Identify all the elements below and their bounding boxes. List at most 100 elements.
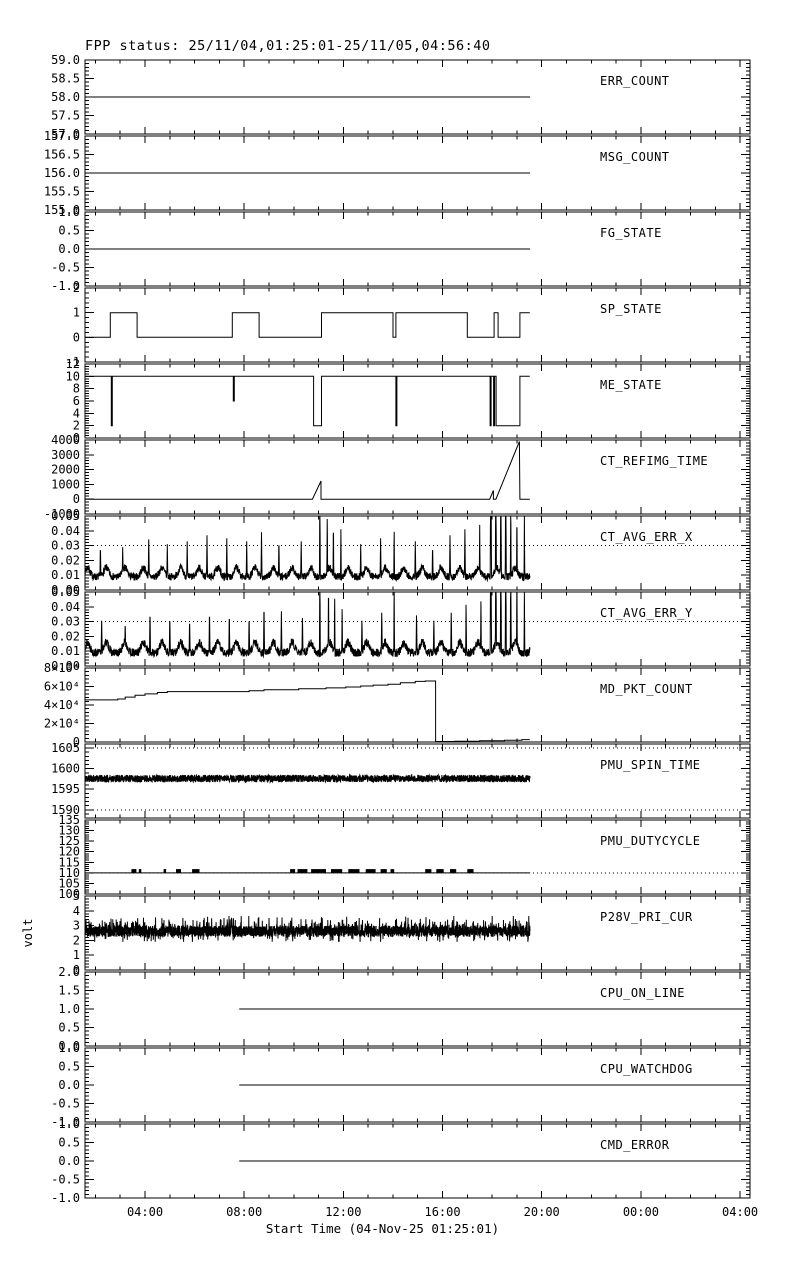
y-tick-label: 1.5 — [58, 984, 80, 998]
x-tick-label: 04:00 — [722, 1205, 758, 1219]
y-tick-label: 0.04 — [51, 524, 80, 538]
panel-border — [84, 287, 751, 363]
panel-label: ME_STATE — [600, 378, 662, 392]
y-tick-label: 1600 — [51, 762, 80, 776]
y-tick-label: 1595 — [51, 782, 80, 796]
y-tick-label: 2 — [73, 281, 80, 295]
panel-label: CT_AVG_ERR_X — [600, 530, 693, 544]
y-tick-label: 0.0 — [58, 1078, 80, 1092]
y-tick-label: 0.5 — [58, 224, 80, 238]
x-major-ticks — [144, 1124, 741, 1198]
panel-FG_STATE: 1.0 0.5 0.0 -0.5 -1.0 FG_STATE — [51, 205, 751, 293]
y-tick-label: 2 — [73, 933, 80, 947]
duty-blip — [436, 869, 444, 873]
y-major-ticks — [85, 819, 750, 895]
y-tick-label: 2 — [73, 419, 80, 433]
x-tick-label: 08:00 — [226, 1205, 262, 1219]
y-tick-label: 4 — [73, 406, 80, 420]
y-major-ticks — [85, 515, 750, 591]
y-tick-label: 1.0 — [58, 1002, 80, 1016]
panel-CPU_ON_LINE: 2.0 1.5 1.0 0.5 0.0 CPU_ON_LINE — [58, 965, 751, 1053]
y-tick-label: 6 — [73, 394, 80, 408]
y-tick-label: 2.0 — [58, 965, 80, 979]
series-MD_PKT_COUNT — [85, 680, 530, 742]
x-axis-title: Start Time (04-Nov-25 01:25:01) — [266, 1221, 499, 1236]
chart-title: FPP status: 25/11/04,01:25:01-25/11/05,0… — [85, 38, 491, 54]
y-minor-ticks — [85, 518, 750, 588]
x-major-ticks — [144, 1048, 741, 1122]
duty-blip — [290, 869, 296, 873]
y-tick-label: 0.5 — [58, 1060, 80, 1074]
panel-SP_STATE: 2 1 0 -1 SP_STATE — [66, 281, 751, 369]
panel-ERR_COUNT: 59.0 58.5 58.0 57.5 57.0 ERR_COUNT — [51, 53, 751, 141]
y-minor-ticks — [85, 442, 750, 512]
y-tick-label: 105 — [58, 876, 80, 890]
y-tick-label: 3 — [73, 919, 80, 933]
y-tick-label: 0 — [73, 492, 80, 506]
panel-label: ERR_COUNT — [600, 74, 670, 88]
x-minor-ticks — [94, 288, 716, 362]
x-minor-ticks — [94, 440, 716, 514]
y-tick-label: 0.01 — [51, 568, 80, 582]
panel-MD_PKT_COUNT: 8×10⁴ 6×10⁴ 4×10⁴ 2×10⁴ 0 MD_PKT_COUNT — [44, 661, 751, 749]
series-CT_REFIMG_TIME — [85, 441, 530, 500]
y-minor-ticks — [85, 975, 750, 1043]
series-SP_STATE — [85, 312, 530, 338]
y-major-ticks — [85, 667, 750, 743]
y-tick-label: 0.05 — [51, 585, 80, 599]
panel-label: CMD_ERROR — [600, 1138, 670, 1152]
y-tick-label: 0.5 — [58, 1136, 80, 1150]
series-PMU_SPIN_TIME — [84, 773, 531, 785]
y-tick-label: 57.0 — [51, 127, 80, 141]
y-tick-label: 10 — [66, 369, 80, 383]
y-minor-ticks — [85, 365, 750, 437]
y-minor-ticks — [85, 1051, 750, 1119]
duty-blip — [163, 869, 167, 873]
duty-blip — [348, 869, 360, 873]
x-major-ticks — [144, 668, 741, 742]
y-major-ticks — [85, 363, 750, 439]
x-minor-ticks — [94, 364, 716, 438]
y-tick-label: -1.0 — [51, 279, 80, 293]
y-tick-label: 0.03 — [51, 615, 80, 629]
duty-blip — [176, 869, 181, 873]
y-tick-label: 130 — [58, 824, 80, 838]
y-tick-label: 0 — [73, 431, 80, 445]
y-tick-label: 4 — [73, 904, 80, 918]
y-tick-label: 1 — [73, 948, 80, 962]
panel-label: PMU_DUTYCYCLE — [600, 834, 700, 848]
y-tick-label: 2000 — [51, 463, 80, 477]
y-tick-label: 58.5 — [51, 72, 80, 86]
y-tick-label: 0.01 — [51, 644, 80, 658]
y-tick-label: 59.0 — [51, 53, 80, 67]
x-minor-ticks — [94, 744, 716, 818]
y-tick-label: 115 — [58, 855, 80, 869]
y-major-ticks — [85, 439, 750, 515]
panel-border — [84, 439, 751, 515]
x-tick-label: 00:00 — [623, 1205, 659, 1219]
y-tick-label: -1.0 — [51, 1191, 80, 1205]
y-tick-label: 0.05 — [51, 509, 80, 523]
y-minor-ticks — [85, 1127, 750, 1195]
x-major-ticks — [144, 972, 741, 1046]
panel-CMD_ERROR: 1.0 0.5 0.0 -0.5 -1.0 CMD_ERROR — [51, 1117, 751, 1205]
y-minor-ticks — [85, 139, 750, 207]
y-tick-label: 2×10⁴ — [44, 717, 80, 731]
y-minor-ticks — [85, 821, 750, 893]
y-tick-label: 8 — [73, 382, 80, 396]
y-tick-label: 155.5 — [44, 185, 80, 199]
x-minor-ticks — [94, 1048, 716, 1122]
x-tick-label: 04:00 — [127, 1205, 163, 1219]
y-tick-label: 5 — [73, 889, 80, 903]
panel-PMU_SPIN_TIME: 1605 1600 1595 1590 PMU_SPIN_TIME — [51, 741, 751, 819]
y-tick-label: 157.0 — [44, 129, 80, 143]
series-CT_AVG_ERR_Y — [84, 591, 531, 659]
y-tick-label: 0.00 — [51, 583, 80, 597]
x-tick-label: 16:00 — [424, 1205, 460, 1219]
x-major-ticks — [144, 820, 741, 894]
x-tick-label: 20:00 — [524, 1205, 560, 1219]
